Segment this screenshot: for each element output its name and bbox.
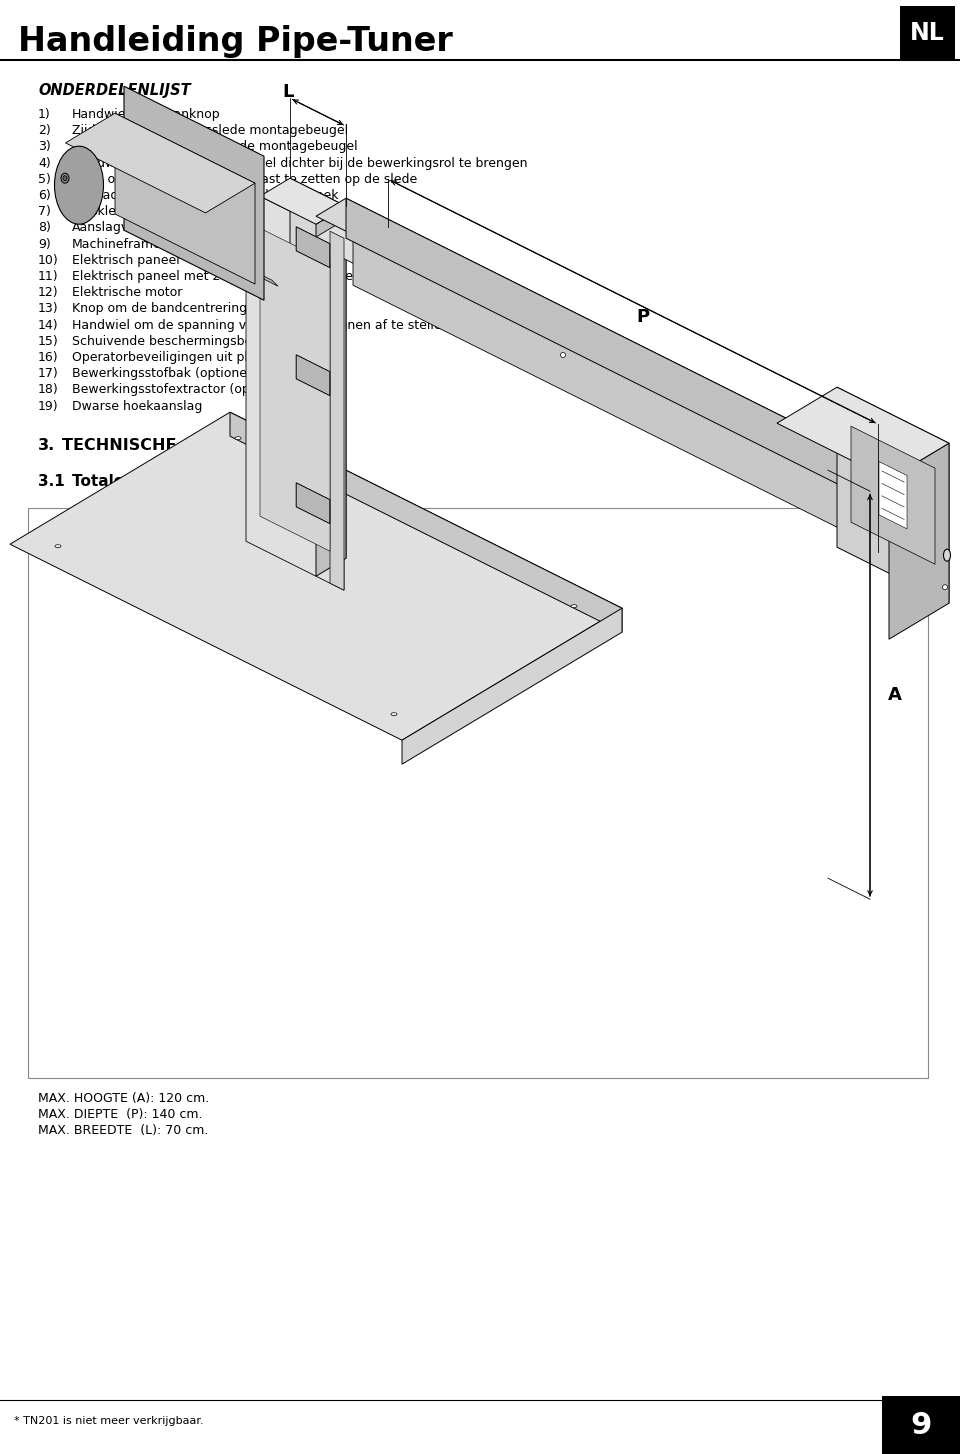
Ellipse shape (55, 545, 61, 548)
Text: Operatorbeveiligingen uit plexiglas: Operatorbeveiligingen uit plexiglas (72, 350, 292, 364)
Polygon shape (290, 179, 346, 558)
Text: 12): 12) (38, 286, 59, 300)
Text: 15): 15) (38, 334, 59, 348)
Text: 17): 17) (38, 368, 59, 379)
Text: L: L (282, 83, 294, 102)
Polygon shape (297, 227, 330, 268)
Polygon shape (65, 113, 255, 212)
Text: Elektrisch paneel: Elektrisch paneel (72, 254, 180, 266)
Text: Totale machineafmeting: Totale machineafmeting (72, 474, 279, 489)
Text: P: P (636, 308, 650, 326)
Polygon shape (260, 228, 330, 551)
Polygon shape (230, 411, 622, 632)
Text: MAX. HOOGTE (A): 120 cm.: MAX. HOOGTE (A): 120 cm. (38, 1092, 209, 1105)
Text: 1): 1) (38, 108, 51, 121)
Polygon shape (316, 206, 346, 576)
Text: Dwarse hoekaanslag: Dwarse hoekaanslag (72, 400, 203, 413)
Text: Zijdelingse bewegingsslede montagebeugel: Zijdelingse bewegingsslede montagebeugel (72, 124, 348, 137)
Polygon shape (879, 461, 907, 529)
Polygon shape (246, 189, 344, 590)
Text: 5): 5) (38, 173, 51, 186)
Text: Knop om de bandcentrering af te stellen: Knop om de bandcentrering af te stellen (72, 302, 325, 316)
Text: Elektrisch paneel met 2 snelheden (optioneel): Elektrisch paneel met 2 snelheden (optio… (72, 270, 361, 284)
Text: Handwiel om de montagebeugel dichter bij de bewerkingsrol te brengen: Handwiel om de montagebeugel dichter bij… (72, 157, 527, 170)
Polygon shape (837, 387, 949, 603)
Polygon shape (260, 179, 346, 224)
Text: 6): 6) (38, 189, 51, 202)
Text: 9): 9) (38, 237, 51, 250)
Ellipse shape (61, 173, 69, 183)
Text: 2): 2) (38, 124, 51, 137)
Bar (900, 6, 955, 60)
Polygon shape (297, 355, 330, 395)
Text: Knop om de montagebeugel vast te zetten op de slede: Knop om de montagebeugel vast te zetten … (72, 173, 418, 186)
Text: MAX. DIEPTE  (P): 140 cm.: MAX. DIEPTE (P): 140 cm. (38, 1108, 203, 1121)
Text: 19): 19) (38, 400, 59, 413)
Ellipse shape (943, 585, 948, 590)
Polygon shape (402, 608, 622, 765)
Text: 3): 3) (38, 141, 51, 154)
Polygon shape (851, 426, 935, 564)
Text: A: A (888, 686, 901, 704)
Polygon shape (297, 483, 330, 523)
Text: Voorwaartse bewegingsslede montagebeugel: Voorwaartse bewegingsslede montagebeugel (72, 141, 358, 154)
Text: 18): 18) (38, 384, 59, 397)
Polygon shape (353, 215, 857, 537)
Polygon shape (346, 198, 878, 505)
Text: 4): 4) (38, 157, 51, 170)
Polygon shape (216, 252, 278, 286)
Ellipse shape (944, 550, 950, 561)
Text: 16): 16) (38, 350, 59, 364)
Text: 10): 10) (38, 254, 59, 266)
Text: Elektrische motor: Elektrische motor (72, 286, 182, 300)
Ellipse shape (63, 176, 67, 180)
Ellipse shape (235, 436, 241, 439)
Text: Bewerkingsstofextractor (optioneel): Bewerkingsstofextractor (optioneel) (72, 384, 298, 397)
Polygon shape (330, 231, 344, 590)
Text: TECHNISCHE GEGEVENS: TECHNISCHE GEGEVENS (62, 438, 278, 452)
Polygon shape (124, 86, 264, 300)
Polygon shape (115, 113, 255, 284)
Polygon shape (777, 387, 949, 480)
Polygon shape (848, 464, 878, 522)
Text: 3.: 3. (38, 438, 56, 452)
Bar (28, 507, 928, 1077)
Text: Gegradueerde sector montagebeugelhoek: Gegradueerde sector montagebeugelhoek (72, 189, 339, 202)
Polygon shape (309, 215, 857, 493)
Text: 14): 14) (38, 318, 59, 332)
Text: Aanslagvergrendelingshendel: Aanslagvergrendelingshendel (72, 221, 258, 234)
Text: Schuivende beschermingsbehuizing: Schuivende beschermingsbehuizing (72, 334, 298, 348)
Text: Handwiel/buisspanknop: Handwiel/buisspanknop (72, 108, 221, 121)
Text: 3.1: 3.1 (38, 474, 64, 489)
Bar (882, 1396, 960, 1454)
Text: * TN201 is niet meer verkrijgbaar.: * TN201 is niet meer verkrijgbaar. (14, 1416, 204, 1426)
Text: MAX. BREEDTE  (L): 70 cm.: MAX. BREEDTE (L): 70 cm. (38, 1124, 208, 1137)
Ellipse shape (571, 605, 577, 608)
Polygon shape (316, 198, 878, 483)
Ellipse shape (561, 352, 565, 358)
Text: NL: NL (910, 20, 945, 45)
Text: 7): 7) (38, 205, 51, 218)
Ellipse shape (391, 712, 397, 715)
Text: Handleiding Pipe-Tuner: Handleiding Pipe-Tuner (18, 26, 453, 58)
Text: 13): 13) (38, 302, 59, 316)
Text: Bewerkingsstofbak (optioneel): Bewerkingsstofbak (optioneel) (72, 368, 263, 379)
Text: 11): 11) (38, 270, 59, 284)
Ellipse shape (55, 147, 104, 224)
Polygon shape (889, 443, 949, 640)
Text: 8): 8) (38, 221, 51, 234)
Text: Buisklemmontagebeugel: Buisklemmontagebeugel (72, 205, 228, 218)
Polygon shape (10, 411, 622, 740)
Text: 9: 9 (910, 1410, 932, 1439)
Text: Handwiel om de spanning van het schuurlinnen af te stellen: Handwiel om de spanning van het schuurli… (72, 318, 449, 332)
Text: ONDERDELENLIJST: ONDERDELENLIJST (38, 83, 191, 97)
Text: Machineframe: Machineframe (72, 237, 161, 250)
